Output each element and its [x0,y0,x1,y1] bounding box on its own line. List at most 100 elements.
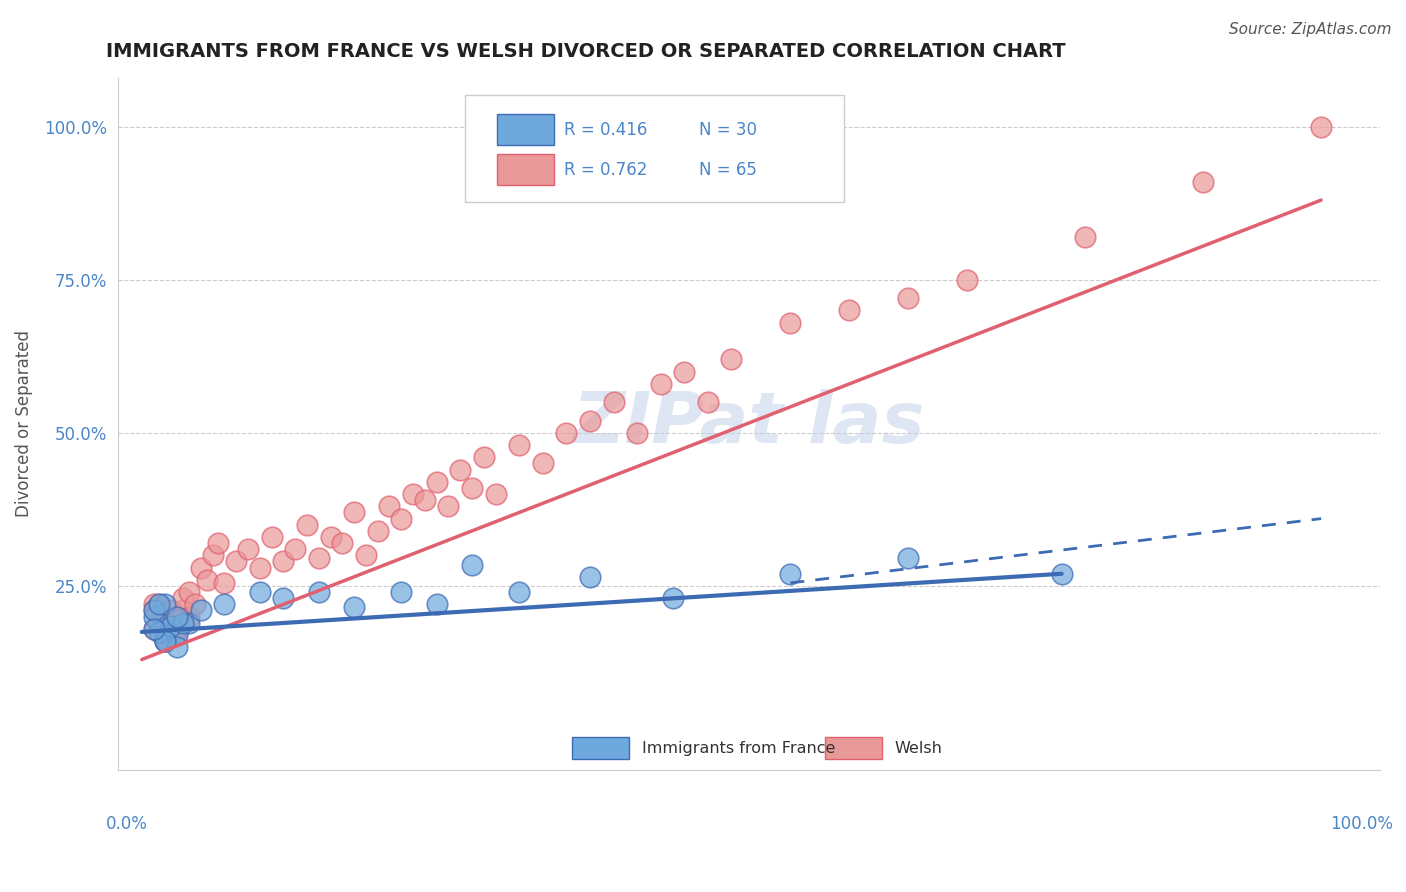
Point [343,506,366,520]
Text: 0.0%: 0.0% [105,814,148,833]
Point [148,615,170,630]
Point [449,462,471,476]
Point [236,542,259,557]
Point [177,585,200,599]
Text: Welsh: Welsh [894,740,942,756]
Point [579,570,602,584]
Point [330,536,353,550]
Point [142,609,165,624]
Point [160,615,183,630]
Point [354,549,377,563]
Point [190,603,212,617]
Point [172,615,194,630]
Y-axis label: Divorced or Separated: Divorced or Separated [15,330,32,517]
Point [1074,230,1097,244]
Point [260,530,283,544]
Point [148,598,170,612]
Point [389,585,412,599]
FancyBboxPatch shape [465,95,844,202]
Point [166,622,188,636]
Text: N = 30: N = 30 [699,121,756,139]
Point [343,600,366,615]
Point [650,376,672,391]
Text: IMMIGRANTS FROM FRANCE VS WELSH DIVORCED OR SEPARATED CORRELATION CHART: IMMIGRANTS FROM FRANCE VS WELSH DIVORCED… [105,42,1066,61]
Point [437,500,460,514]
Point [461,481,484,495]
Point [166,624,188,639]
Point [956,273,979,287]
Text: Immigrants from France: Immigrants from France [643,740,835,756]
Point [177,615,200,630]
Point [155,634,177,648]
Point [696,395,718,409]
Point [484,487,506,501]
Point [249,585,271,599]
FancyBboxPatch shape [496,114,554,145]
Point [148,598,170,612]
FancyBboxPatch shape [496,153,554,185]
Point [207,536,229,550]
Point [148,609,170,624]
Point [155,631,177,645]
Point [166,613,188,627]
Point [142,622,165,636]
Point [201,549,224,563]
Point [160,619,183,633]
Point [166,640,188,655]
FancyBboxPatch shape [572,737,630,759]
Point [1310,120,1333,134]
Point [155,634,177,648]
Point [142,622,165,636]
Point [155,634,177,648]
Point [579,414,602,428]
Point [508,438,530,452]
Point [897,551,920,566]
Text: R = 0.416: R = 0.416 [564,121,647,139]
Point [1050,566,1073,581]
Point [214,598,236,612]
Point [319,530,342,544]
Point [214,576,236,591]
Point [389,511,412,525]
Point [308,585,330,599]
Point [508,585,530,599]
Point [172,603,194,617]
Point [461,558,484,572]
Point [472,450,495,465]
Point [172,591,194,606]
Point [426,598,449,612]
Text: 100.0%: 100.0% [1330,814,1393,833]
Point [166,609,188,624]
Point [779,566,801,581]
Point [166,628,188,642]
Point [295,517,318,532]
Point [273,591,295,606]
Point [225,554,247,568]
Point [367,524,389,538]
Point [148,624,170,639]
Point [155,598,177,612]
Point [160,603,183,617]
Point [779,316,801,330]
Point [195,573,218,587]
Point [160,619,183,633]
Point [142,603,165,617]
Point [177,609,200,624]
Point [284,542,307,557]
Point [190,560,212,574]
Point [155,622,177,636]
Point [626,425,648,440]
Text: N = 65: N = 65 [699,161,756,178]
Point [673,365,696,379]
Point [838,303,860,318]
Text: ZIPat las: ZIPat las [572,389,925,458]
Point [308,551,330,566]
Point [661,591,683,606]
Point [142,603,165,617]
Point [249,560,271,574]
Point [1192,175,1215,189]
FancyBboxPatch shape [825,737,882,759]
Point [602,395,624,409]
Point [142,598,165,612]
Point [378,500,401,514]
